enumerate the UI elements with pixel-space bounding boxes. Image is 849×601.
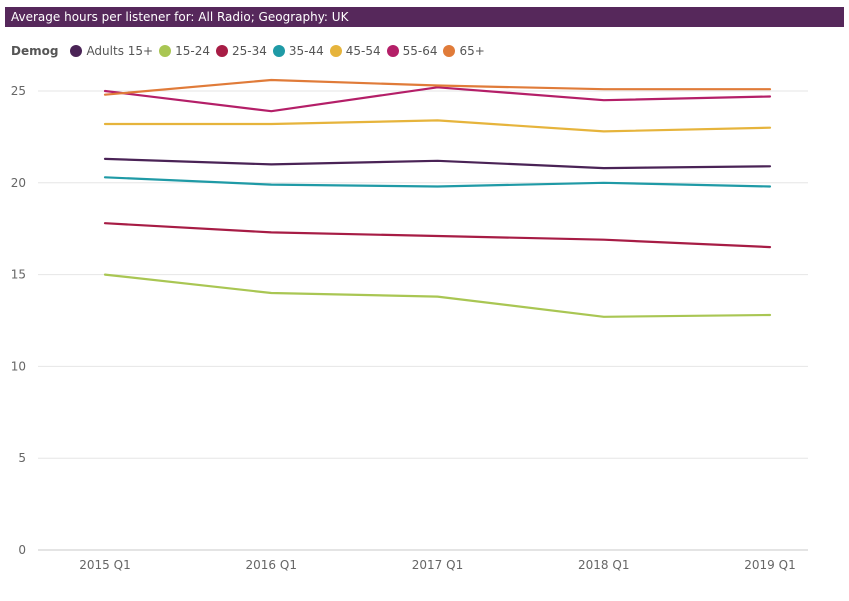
series-line-25-34[interactable] <box>103 222 772 249</box>
legend-dot-icon <box>443 45 456 57</box>
y-tick-label: 25 <box>11 84 26 98</box>
legend-label: 45-54 <box>345 44 381 58</box>
y-tick-label: 10 <box>11 359 26 373</box>
legend-label: 55-64 <box>402 44 438 58</box>
y-tick-label: 5 <box>18 451 26 465</box>
legend-dot-icon <box>70 45 83 57</box>
legend-dot-icon <box>386 45 399 57</box>
legend-item[interactable]: 65+ <box>443 44 485 58</box>
legend: Demog Adults 15+ 15-24 25-34 35-44 45-54 55-6… <box>11 42 491 60</box>
legend-label: Adults 15+ <box>86 44 154 58</box>
legend-dot-icon <box>159 45 172 57</box>
chart-title: Average hours per listener for: All Radi… <box>5 7 844 27</box>
legend-dot-icon <box>329 45 342 57</box>
legend-items: Adults 15+ 15-24 25-34 35-44 45-54 55-64 65+ <box>70 44 490 58</box>
x-tick-label: 2016 Q1 <box>246 558 297 572</box>
legend-label: 25-34 <box>231 44 267 58</box>
legend-label: 35-44 <box>288 44 324 58</box>
x-tick-label: 2019 Q1 <box>744 558 795 572</box>
series-line-65-[interactable] <box>103 78 772 96</box>
series-line-35-44[interactable] <box>103 176 772 188</box>
series-line-adults-15-[interactable] <box>103 157 772 170</box>
x-tick-label: 2018 Q1 <box>578 558 629 572</box>
legend-item[interactable]: Adults 15+ <box>70 44 153 58</box>
y-tick-label: 0 <box>18 543 26 557</box>
y-tick-label: 20 <box>11 176 26 190</box>
series-line-15-24[interactable] <box>103 273 772 318</box>
legend-item[interactable]: 45-54 <box>329 44 381 58</box>
series-line-45-54[interactable] <box>103 119 772 133</box>
legend-dot-icon <box>215 45 228 57</box>
x-tick-label: 2017 Q1 <box>412 558 463 572</box>
series-line-55-64[interactable] <box>103 86 772 113</box>
legend-item[interactable]: 35-44 <box>272 44 324 58</box>
legend-dot-icon <box>272 45 285 57</box>
legend-title: Demog <box>11 44 59 58</box>
legend-label: 65+ <box>459 44 485 58</box>
y-tick-label: 15 <box>11 268 26 282</box>
legend-label: 15-24 <box>175 44 210 58</box>
legend-item[interactable]: 15-24 <box>159 44 210 58</box>
x-tick-label: 2015 Q1 <box>79 558 130 572</box>
legend-item[interactable]: 25-34 <box>215 44 267 58</box>
legend-item[interactable]: 55-64 <box>386 44 438 58</box>
